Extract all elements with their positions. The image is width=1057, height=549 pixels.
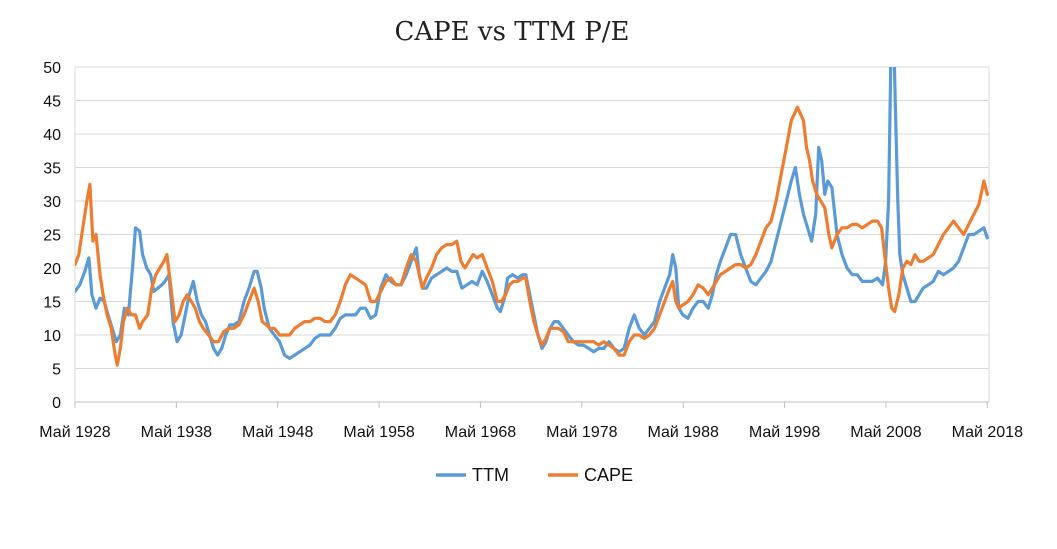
y-tick-label: 15 bbox=[43, 295, 61, 312]
x-tick-label: Май 1928 bbox=[39, 424, 110, 441]
y-tick-label: 45 bbox=[43, 94, 61, 111]
y-tick-label: 25 bbox=[43, 228, 61, 245]
y-tick-label: 35 bbox=[43, 161, 61, 178]
gridlines bbox=[74, 66, 990, 403]
y-tick-label: 5 bbox=[52, 362, 61, 379]
x-tick-label: Май 2008 bbox=[850, 424, 921, 441]
series-line-cape bbox=[75, 105, 989, 367]
y-tick-label: 0 bbox=[52, 395, 61, 412]
y-tick-label: 40 bbox=[43, 127, 61, 144]
x-tick-label: Май 1958 bbox=[343, 424, 414, 441]
x-tick-label: Май 1998 bbox=[749, 424, 820, 441]
y-tick-label: 20 bbox=[43, 261, 61, 278]
y-axis-ticks: 0 5 10 15 20 25 30 35 40 45 50 bbox=[43, 60, 61, 412]
x-tick-label: Май 1988 bbox=[647, 424, 718, 441]
legend-label-cape: CAPE bbox=[584, 465, 633, 485]
legend: TTM CAPE bbox=[436, 465, 633, 485]
legend-label-ttm: TTM bbox=[472, 465, 509, 485]
x-axis-ticks: Май 1928 Май 1938 Май 1948 Май 1958 Май 1968… bbox=[39, 402, 1023, 441]
x-tick-label: Май 1968 bbox=[445, 424, 516, 441]
plot-area bbox=[75, 67, 989, 367]
y-tick-label: 30 bbox=[43, 194, 61, 211]
x-tick-label: Май 2018 bbox=[952, 424, 1023, 441]
x-tick-label: Май 1948 bbox=[242, 424, 313, 441]
x-tick-label: Май 1938 bbox=[141, 424, 212, 441]
y-tick-label: 10 bbox=[43, 328, 61, 345]
y-tick-label: 50 bbox=[43, 60, 61, 77]
chart-title: CAPE vs TTM P/E bbox=[395, 17, 630, 47]
x-tick-label: Май 1978 bbox=[546, 424, 617, 441]
